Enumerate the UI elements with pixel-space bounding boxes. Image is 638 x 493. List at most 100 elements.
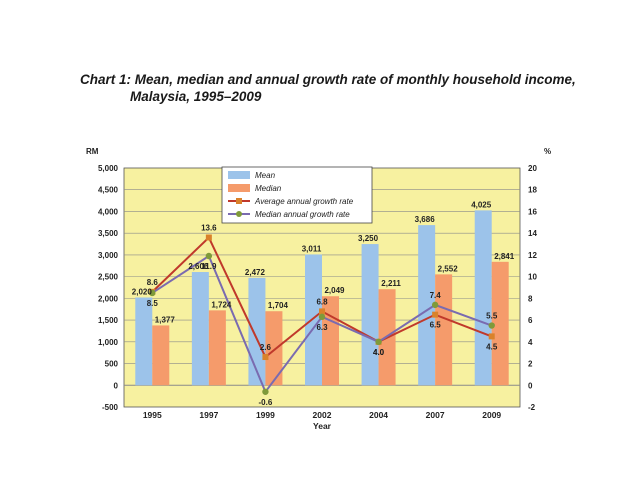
y-tick-label: 1,000 [98,338,119,347]
line-value-label: 8.5 [147,299,159,308]
marker-median-growth [375,338,382,346]
chart-title-block: Chart 1: Mean, median and annual growth … [80,72,600,104]
legend-marker [236,198,242,204]
bar-median [491,261,509,386]
marker-median-growth [205,252,213,260]
bar-median [208,310,226,386]
chart-title-line2: Malaysia, 1995–2009 [130,89,262,104]
lines-group [149,234,495,395]
y-tick-label: 3,000 [98,251,119,260]
bar-mean [361,244,379,386]
y2-tick-label: 18 [528,186,537,195]
bar-mean [474,210,492,386]
y2-tick-label: 12 [528,251,537,260]
line-value-label: 11.9 [201,262,217,271]
x-tick-label: 2009 [482,410,501,420]
bar-value-label: 2,552 [438,264,459,273]
bar-value-label: 3,011 [302,244,322,253]
bar-value-label: 3,686 [415,215,436,224]
data-labels-group: 2,020 2,606 2,472 3,011 3,250 3,686 4,025 1,377… [132,200,515,406]
legend-label: Median annual growth rate [255,210,350,219]
y-tick-label: 4,500 [98,186,119,195]
legend-marker [236,211,242,217]
bar-value-label: 1,704 [268,301,289,310]
y2-axis-title: % [544,147,551,156]
y-tick-label: -500 [102,403,119,412]
bar-mean [248,277,266,386]
y-tick-label: 5,000 [98,164,119,173]
y-tick-label: 0 [114,381,119,390]
bar-value-label: 2,841 [494,252,515,261]
marker-median-growth [488,322,495,329]
bar-median [152,325,170,386]
line-value-label: 6.3 [316,323,328,332]
y-axis-title: RM [86,147,99,156]
bar-mean [418,225,436,386]
x-tick-label: 2004 [369,410,388,420]
line-value-label: 4.0 [373,348,385,357]
x-tick-label: 1997 [199,410,218,420]
line-value-label: 7.4 [430,291,442,300]
marker-average-growth [262,354,269,361]
y2-tick-label: 8 [528,294,533,303]
marker-average-growth [205,234,212,241]
bar-mean [191,272,209,386]
y2-tick-label: 4 [528,338,533,347]
y-tick-label: 2,500 [98,273,119,282]
bar-mean [135,297,153,386]
bar-median [265,311,283,386]
marker-median-growth [149,289,156,297]
y2-tick-label: 6 [528,316,533,325]
line-value-label: 4.5 [486,342,498,351]
bar-value-label: 3,250 [358,234,379,243]
bar-value-label: 2,020 [132,287,153,296]
bars-group [135,210,509,386]
bar-value-label: 1,377 [155,315,176,324]
y2-tick-label: 16 [528,207,537,216]
x-tick-label: 2002 [313,410,332,420]
bar-value-label: 2,049 [324,286,345,295]
marker-average-growth [432,311,439,318]
bar-median [435,274,453,386]
y-tick-label: 1,500 [98,316,119,325]
y2-tick-label: 20 [528,164,537,173]
line-value-label: 5.5 [486,312,498,321]
y2-tick-label: -2 [528,403,536,412]
marker-median-growth [431,301,439,309]
legend: Mean Median Average annual growth rate Medi… [221,166,373,224]
legend-swatch [228,171,250,179]
bar-mean [305,254,322,386]
line-value-label: 6.8 [316,297,328,306]
bar-value-label: 1,724 [211,300,232,309]
legend-label: Median [255,184,282,193]
legend-swatch [228,184,250,192]
y-tick-label: 3,500 [98,229,119,238]
line-value-label: 13.6 [201,224,217,233]
marker-median-growth [262,388,269,395]
legend-label: Average annual growth rate [254,197,354,206]
line-value-label: 4.0 [373,348,385,357]
y2-tick-label: 14 [528,229,537,238]
bar-value-label: 2,211 [381,279,401,288]
x-tick-label: 1999 [256,410,275,420]
bar-value-label: 2,606 [188,262,209,271]
marker-average-growth [319,308,325,315]
x-tick-label: 2007 [426,410,445,420]
x-axis-title: Year [313,421,332,431]
y2-tick-label: 0 [528,381,533,390]
bar-value-label: 4,025 [471,200,492,209]
marker-average-growth [488,333,495,340]
y-tick-label: 500 [105,360,119,369]
marker-median-growth [318,313,326,321]
line-value-label: -0.6 [259,398,273,407]
bar-value-label: 2,472 [245,268,266,277]
y2-tick-label: 2 [528,360,533,369]
y2-tick-label: 10 [528,273,537,282]
line-value-label: 8.6 [147,278,159,287]
chart-title-line1: Chart 1: Mean, median and annual growth … [80,72,576,87]
legend-label: Mean [255,171,276,180]
y-tick-label: 4,000 [98,207,119,216]
line-value-label: 6.5 [430,321,442,330]
axes-group: -500 0 500 1,000 1,500 2,000 2,500 3,000 3,500 4,… [86,147,551,431]
